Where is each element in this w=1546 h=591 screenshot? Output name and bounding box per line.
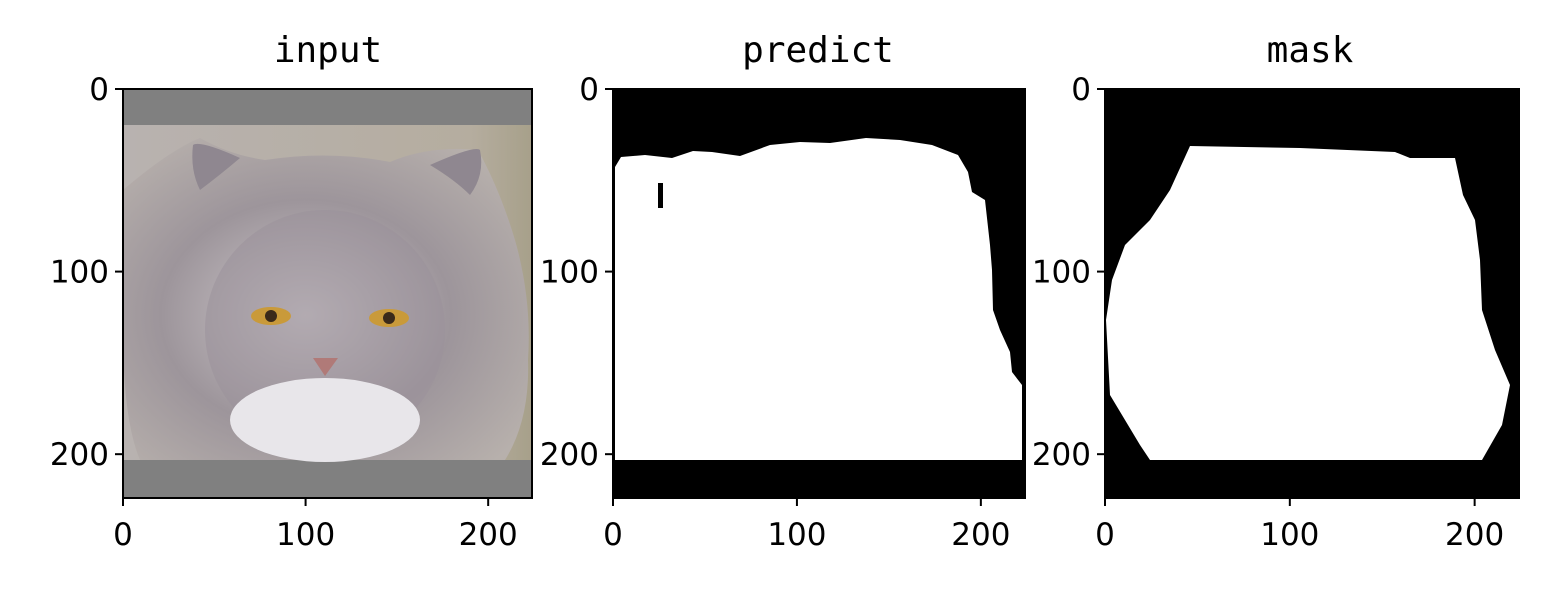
y-tick-label: 200 xyxy=(540,437,599,473)
y-tick-label: 100 xyxy=(540,255,599,291)
y-tick-label: 0 xyxy=(1071,72,1091,108)
x-tick-label: 0 xyxy=(1095,517,1115,553)
x-tick-label: 200 xyxy=(459,517,518,553)
x-tick-label: 100 xyxy=(1260,517,1319,553)
predict-title: predict xyxy=(742,30,894,71)
mask-panel: mask 0 100 200 0 100 200 xyxy=(1032,30,1520,553)
top-padding xyxy=(123,89,532,125)
input-panel: input 0 100 200 0 100 200 xyxy=(50,30,533,553)
cat-chest xyxy=(230,378,420,462)
y-tick-label: 0 xyxy=(579,72,599,108)
y-tick-label: 200 xyxy=(1032,437,1091,473)
cat-ear-right xyxy=(430,149,482,195)
y-tick-label: 100 xyxy=(1032,255,1091,291)
predict-foreground xyxy=(615,138,1022,460)
x-tick-label: 0 xyxy=(603,517,623,553)
cat-pupil-right xyxy=(383,312,395,324)
predict-speck xyxy=(658,183,663,208)
cat-ear-left xyxy=(192,143,240,190)
mask-frame xyxy=(1104,88,1520,499)
x-tick-label: 0 xyxy=(113,517,133,553)
bottom-padding xyxy=(123,460,532,498)
input-frame xyxy=(122,88,533,499)
mask-foreground xyxy=(1106,146,1510,460)
predict-frame xyxy=(612,88,1026,499)
cat-nose xyxy=(313,358,338,376)
x-tick-label: 200 xyxy=(1445,517,1504,553)
cat-pupil-left xyxy=(265,310,277,322)
x-tick-label: 100 xyxy=(276,517,335,553)
predict-panel: predict 0 100 200 0 100 200 xyxy=(540,30,1026,553)
y-tick-label: 100 xyxy=(50,255,109,291)
y-tick-label: 200 xyxy=(50,437,109,473)
x-tick-label: 100 xyxy=(767,517,826,553)
x-tick-label: 200 xyxy=(951,517,1010,553)
input-title: input xyxy=(274,30,382,71)
y-tick-label: 0 xyxy=(89,72,109,108)
mask-title: mask xyxy=(1267,30,1354,71)
